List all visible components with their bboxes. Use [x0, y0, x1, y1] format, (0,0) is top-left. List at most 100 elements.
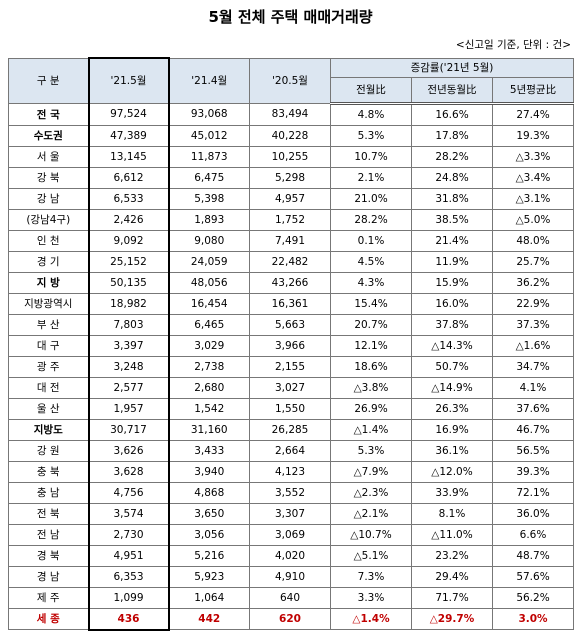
row-label: 서 울: [8, 145, 89, 168]
cell: 2,577: [87, 376, 170, 399]
cell: 24,059: [168, 250, 250, 273]
cell: 6,612: [87, 166, 170, 189]
cell: 10,255: [249, 145, 331, 168]
row-label: (강남4구): [8, 208, 89, 231]
cell: 3,307: [249, 502, 331, 525]
table-row: 서 울 13,145 11,873 10,255 10.7% 28.2% △3.3%: [8, 145, 574, 168]
cell: 5,398: [168, 187, 250, 210]
table-row: 경 북 4,951 5,216 4,020 △5.1% 23.2% 48.7%: [8, 544, 574, 567]
cell: 21.0%: [330, 187, 412, 210]
column-header: '21.5월: [87, 57, 170, 104]
cell: 10.7%: [330, 145, 412, 168]
cell: 93,068: [168, 102, 250, 126]
row-label: 울 산: [8, 397, 89, 420]
row-label: 지 방: [8, 271, 89, 294]
cell: △11.0%: [411, 523, 493, 546]
table-row: 지방광역시 18,982 16,454 16,361 15.4% 16.0% 22.9%: [8, 292, 574, 315]
cell: 17.8%: [411, 124, 493, 147]
row-label: 세 종: [8, 607, 89, 630]
cell: 16.0%: [411, 292, 493, 315]
cell: △2.3%: [330, 481, 412, 504]
row-label: 수도권: [8, 124, 89, 147]
cell: 7,803: [87, 313, 170, 336]
row-label: 경 북: [8, 544, 89, 567]
cell: 48.7%: [492, 544, 574, 567]
cell: △1.4%: [330, 418, 412, 441]
row-label: 대 구: [8, 334, 89, 357]
cell: 23.2%: [411, 544, 493, 567]
row-label: 부 산: [8, 313, 89, 336]
table-row: 지 방 50,135 48,056 43,266 4.3% 15.9% 36.2%: [8, 271, 574, 294]
cell: 2,426: [87, 208, 170, 231]
cell: △10.7%: [330, 523, 412, 546]
cell: 36.1%: [411, 439, 493, 462]
cell: 15.9%: [411, 271, 493, 294]
cell: 37.8%: [411, 313, 493, 336]
cell: 24.8%: [411, 166, 493, 189]
row-label: 충 남: [8, 481, 89, 504]
cell: 4.5%: [330, 250, 412, 273]
row-label: 지방광역시: [8, 292, 89, 315]
cell: 1,542: [168, 397, 250, 420]
cell: 2,738: [168, 355, 250, 378]
cell: 28.2%: [330, 208, 412, 231]
row-label: 대 전: [8, 376, 89, 399]
cell: △5.1%: [330, 544, 412, 567]
row-label: 전 남: [8, 523, 89, 546]
row-label: 전 북: [8, 502, 89, 525]
cell: 2,730: [87, 523, 170, 546]
cell: 3,069: [249, 523, 331, 546]
cell: 16.6%: [411, 102, 493, 126]
cell: △2.1%: [330, 502, 412, 525]
cell: 22,482: [249, 250, 331, 273]
cell: 37.6%: [492, 397, 574, 420]
cell: 6,533: [87, 187, 170, 210]
data-table: 구 분 '21.5월 '21.4월 '20.5월 증감률('21년 5월) 전월比 전년동…: [8, 57, 574, 631]
cell: 19.3%: [492, 124, 574, 147]
cell: 5,216: [168, 544, 250, 567]
cell: 4.1%: [492, 376, 574, 399]
cell: 16,361: [249, 292, 331, 315]
cell: 4,868: [168, 481, 250, 504]
cell: 6,353: [87, 565, 170, 588]
cell: 26.9%: [330, 397, 412, 420]
cell: 16.9%: [411, 418, 493, 441]
table-row: 대 전 2,577 2,680 3,027 △3.8% △14.9% 4.1%: [8, 376, 574, 399]
cell: 6,475: [168, 166, 250, 189]
table-row: 대 구 3,397 3,029 3,966 12.1% △14.3% △1.6%: [8, 334, 574, 357]
cell: 16,454: [168, 292, 250, 315]
cell: 56.5%: [492, 439, 574, 462]
cell: 3,027: [249, 376, 331, 399]
cell: 57.6%: [492, 565, 574, 588]
row-label: 인 천: [8, 229, 89, 252]
cell: 28.2%: [411, 145, 493, 168]
table-row: 경 기 25,152 24,059 22,482 4.5% 11.9% 25.7%: [8, 250, 574, 273]
cell: 3,433: [168, 439, 250, 462]
cell: 33.9%: [411, 481, 493, 504]
table-row: 제 주 1,099 1,064 640 3.3% 71.7% 56.2%: [8, 586, 574, 609]
table-row: 세 종 436 442 620 △1.4% △29.7% 3.0%: [8, 607, 574, 631]
cell: 3,650: [168, 502, 250, 525]
cell: 3,628: [87, 460, 170, 483]
cell: 5,923: [168, 565, 250, 588]
cell: 1,893: [168, 208, 250, 231]
cell: △12.0%: [411, 460, 493, 483]
table-row: 충 남 4,756 4,868 3,552 △2.3% 33.9% 72.1%: [8, 481, 574, 504]
cell: 39.3%: [492, 460, 574, 483]
column-header: 구 분: [8, 57, 89, 104]
row-label: 경 기: [8, 250, 89, 273]
cell: 4,951: [87, 544, 170, 567]
table-row: 전 남 2,730 3,056 3,069 △10.7% △11.0% 6.6%: [8, 523, 574, 546]
cell: 3,397: [87, 334, 170, 357]
cell: △3.3%: [492, 145, 574, 168]
cell: △1.6%: [492, 334, 574, 357]
cell: 0.1%: [330, 229, 412, 252]
cell: 9,080: [168, 229, 250, 252]
table-row: 전 국 97,524 93,068 83,494 4.8% 16.6% 27.4%: [8, 102, 574, 126]
cell: 48.0%: [492, 229, 574, 252]
cell: 4,020: [249, 544, 331, 567]
cell: 36.2%: [492, 271, 574, 294]
cell: 3,626: [87, 439, 170, 462]
cell: 38.5%: [411, 208, 493, 231]
